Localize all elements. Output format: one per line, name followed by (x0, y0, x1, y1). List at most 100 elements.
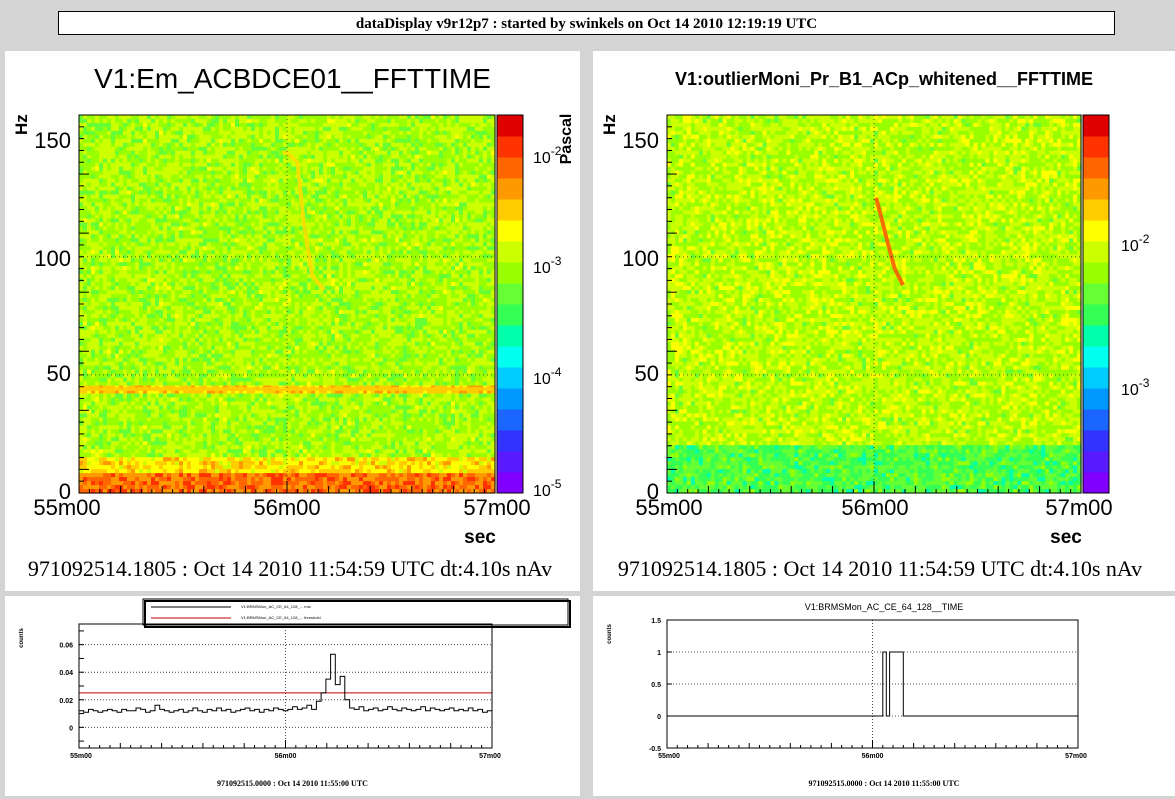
heatmap-cell (151, 130, 156, 136)
heatmap-cell (327, 290, 332, 295)
heatmap-cell (103, 186, 108, 192)
heatmap-cell (191, 198, 196, 204)
heatmap-cell (403, 266, 408, 271)
heatmap-cell (119, 186, 124, 192)
heatmap-cell (299, 218, 304, 224)
heatmap-cell (383, 230, 388, 235)
heatmap-cell (319, 162, 324, 168)
heatmap-cell (99, 226, 104, 231)
heatmap-cell (267, 178, 272, 184)
heatmap-cell (327, 182, 332, 188)
heatmap-cell (231, 238, 236, 243)
heatmap-cell (223, 122, 228, 128)
heatmap-cell (415, 186, 420, 192)
heatmap-cell (243, 166, 248, 172)
heatmap-cell (347, 186, 352, 192)
heatmap-cell (203, 122, 208, 128)
heatmap-cell (307, 278, 312, 283)
heatmap-cell (183, 178, 188, 184)
heatmap-cell (347, 226, 352, 231)
heatmap-cell (179, 222, 184, 228)
heatmap-cell (251, 115, 256, 120)
heatmap-cell (487, 138, 492, 144)
heatmap-cell (139, 138, 144, 144)
heatmap-cell (151, 158, 156, 164)
heatmap-cell (127, 230, 132, 235)
heatmap-cell (463, 262, 468, 267)
heatmap-cell (299, 286, 304, 291)
heatmap-cell (371, 150, 376, 156)
heatmap-cell (463, 254, 468, 259)
heatmap-cell (151, 198, 156, 204)
heatmap-cell (347, 302, 352, 307)
spectrogram-pad-1[interactable]: V1:Em_ACBDCE01__FFTTIME 10-5 10-4 10-3 10-2… (5, 51, 580, 591)
heatmap-cell (375, 158, 380, 164)
heatmap-cell (479, 166, 484, 172)
heatmap-cell (323, 118, 328, 124)
heatmap-cell (319, 262, 324, 267)
heatmap-cell (159, 198, 164, 204)
heatmap-cell (199, 146, 204, 152)
heatmap-cell (351, 178, 356, 184)
heatmap-cell (395, 115, 400, 120)
heatmap-cell (427, 166, 432, 172)
heatmap-cell (319, 290, 324, 295)
heatmap-cell (283, 134, 288, 140)
heatmap-cell (423, 198, 428, 204)
heatmap-cell (487, 282, 492, 287)
heatmap-cell (395, 242, 400, 247)
heatmap-cell (467, 222, 472, 228)
heatmap-cell (455, 214, 460, 220)
heatmap-cell (487, 166, 492, 172)
heatmap-cell (295, 126, 300, 132)
heatmap-cell (327, 222, 332, 228)
heatmap-cell (239, 246, 244, 251)
heatmap-cell (83, 115, 88, 120)
heatmap-cell (455, 202, 460, 208)
heatmap-cell (315, 222, 320, 228)
heatmap-cell (143, 210, 148, 216)
heatmap-cell (315, 242, 320, 247)
heatmap-cell (271, 250, 276, 255)
heatmap-cell (95, 158, 100, 164)
heatmap-cell (95, 150, 100, 156)
heatmap-cell (487, 178, 492, 184)
heatmap-cell (411, 278, 416, 283)
heatmap-cell (131, 286, 136, 291)
heatmap-cell (135, 118, 140, 124)
heatmap-cell (259, 178, 264, 184)
heatmap-cell (371, 218, 376, 224)
heatmap-cell (171, 294, 176, 299)
heatmap-cell (379, 266, 384, 271)
heatmap-cell (423, 290, 428, 295)
heatmap-cell (235, 302, 240, 307)
heatmap-cell (455, 270, 460, 275)
heatmap-cell (363, 126, 368, 132)
heatmap-cell (483, 262, 488, 267)
heatmap-cell (171, 134, 176, 140)
heatmap-cell (355, 126, 360, 132)
heatmap-cell (455, 134, 460, 140)
heatmap-cell (259, 218, 264, 224)
heatmap-cell (99, 234, 104, 239)
heatmap-cell (323, 174, 328, 180)
heatmap-cell (83, 174, 88, 180)
heatmap-cell (407, 294, 412, 299)
heatmap-cell (223, 115, 228, 120)
heatmap-cell (171, 194, 176, 200)
heatmap-cell (163, 286, 168, 291)
heatmap-cell (431, 170, 436, 176)
heatmap-cell (419, 294, 424, 299)
heatmap-cell (123, 230, 128, 235)
heatmap-cell (143, 222, 148, 228)
heatmap-cell (283, 206, 288, 212)
heatmap-cell (435, 150, 440, 156)
heatmap-cell (459, 282, 464, 287)
heatmap-cell (239, 202, 244, 208)
heatmap-cell (459, 242, 464, 247)
heatmap-cell (399, 274, 404, 279)
heatmap-cell (251, 250, 256, 255)
heatmap-cell (479, 118, 484, 124)
heatmap-cell (395, 154, 400, 160)
heatmap-cell (423, 246, 428, 251)
